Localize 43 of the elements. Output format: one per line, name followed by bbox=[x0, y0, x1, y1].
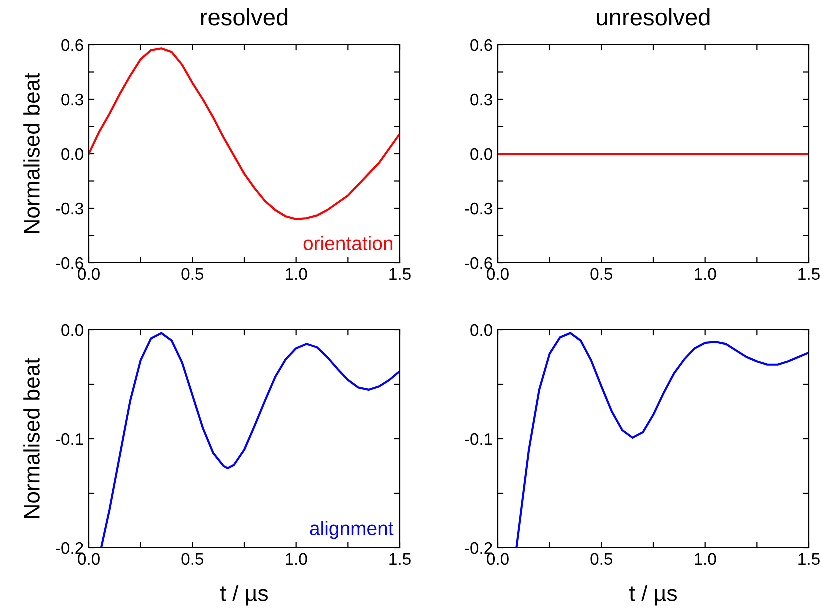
y-tick-label: -0.6 bbox=[56, 257, 84, 270]
y-tick-label: 0.0 bbox=[470, 324, 492, 336]
x-tick-label: 1.0 bbox=[695, 268, 716, 280]
x-tick-label: 0.0 bbox=[78, 553, 100, 566]
y-tick-label: 0.3 bbox=[470, 94, 492, 106]
y-tick-label: -0.2 bbox=[56, 542, 84, 554]
line-series bbox=[516, 332, 809, 548]
x-tick-label: 1.0 bbox=[286, 268, 308, 280]
text: alignment bbox=[310, 521, 394, 540]
y-axis-title: Normalised beat bbox=[24, 73, 40, 234]
line-series bbox=[89, 48, 400, 220]
x-tick-label: 0.5 bbox=[182, 553, 204, 566]
y-tick-label: 0.6 bbox=[62, 39, 84, 52]
chart-title: resolved bbox=[201, 8, 288, 26]
x-tick-label: 1.0 bbox=[286, 553, 308, 566]
chart-title: unresolved bbox=[597, 8, 710, 26]
y-tick-label: -0.6 bbox=[465, 257, 492, 270]
y-tick-label: -0.1 bbox=[465, 433, 492, 446]
y-axis-title: Normalised beat bbox=[24, 358, 40, 518]
x-tick-label: 1.0 bbox=[695, 553, 716, 566]
x-tick-label: 1.5 bbox=[798, 553, 820, 566]
y-tick-label: 0.6 bbox=[470, 39, 492, 52]
x-tick-label: 0.0 bbox=[487, 268, 509, 280]
y-tick-label: -0.2 bbox=[465, 542, 492, 554]
line-series bbox=[100, 332, 400, 548]
x-tick-label: 1.5 bbox=[390, 553, 411, 566]
x-tick-label: 1.5 bbox=[798, 268, 820, 280]
x-axis-title: t / µs bbox=[630, 585, 678, 606]
x-tick-label: 1.5 bbox=[390, 268, 411, 280]
x-tick-label: 0.5 bbox=[590, 268, 613, 280]
x-tick-label: 0.0 bbox=[487, 553, 509, 566]
series-label: orientation bbox=[304, 236, 393, 250]
y-tick-label: -0.3 bbox=[465, 202, 492, 215]
y-tick-label: 0.0 bbox=[62, 324, 84, 336]
y-tick-label: -0.1 bbox=[56, 433, 84, 446]
y-tick-label: 0.0 bbox=[62, 148, 84, 160]
y-tick-label: 0.3 bbox=[62, 94, 84, 106]
y-tick-label: -0.3 bbox=[56, 202, 84, 215]
x-tick-label: 0.0 bbox=[78, 268, 100, 280]
x-tick-label: 0.5 bbox=[182, 268, 204, 280]
x-axis-title: t / µs bbox=[220, 585, 268, 606]
y-tick-label: 0.0 bbox=[470, 148, 492, 160]
x-tick-label: 0.5 bbox=[590, 553, 613, 566]
